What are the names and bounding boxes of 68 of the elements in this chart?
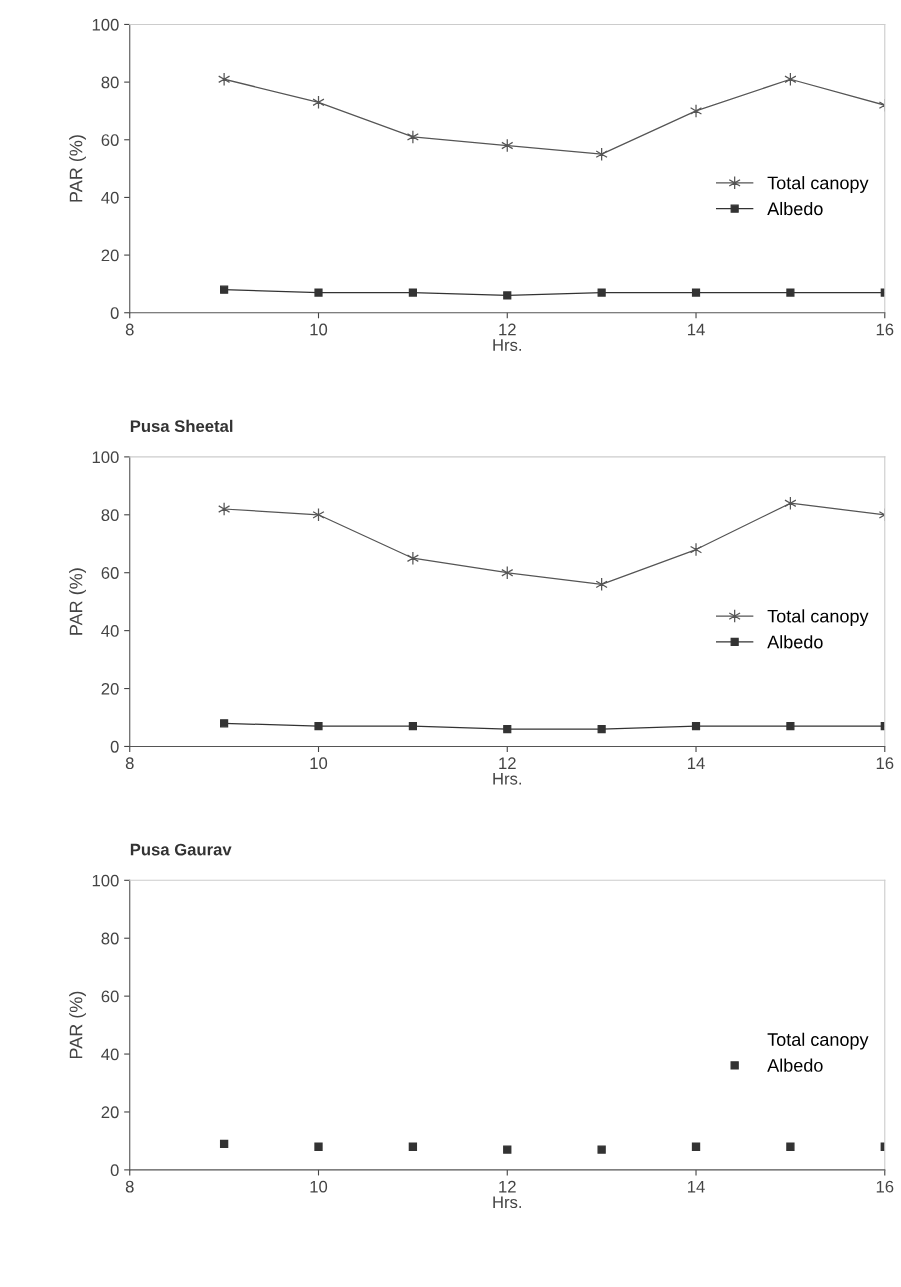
point bbox=[406, 551, 419, 566]
point bbox=[218, 502, 231, 516]
point bbox=[220, 285, 229, 294]
y-axis-title: PAR (%) bbox=[69, 135, 86, 202]
y-tick-label: 20 bbox=[101, 682, 119, 695]
x-tick-label: 8 bbox=[125, 323, 134, 336]
point bbox=[691, 288, 701, 297]
y-tick-label: 80 bbox=[101, 509, 119, 521]
x-tick-label: 8 bbox=[125, 1180, 134, 1193]
y-tick-label: 20 bbox=[101, 1106, 119, 1119]
point bbox=[218, 72, 231, 87]
x-axis-title: Hrs. bbox=[493, 339, 522, 351]
point bbox=[786, 722, 795, 731]
x-axis-title: Hrs. bbox=[493, 773, 522, 785]
legend-label: Total canopy bbox=[767, 176, 869, 193]
point bbox=[691, 722, 701, 731]
y-tick-label: 40 bbox=[101, 191, 119, 204]
text: Total canopy bbox=[767, 1032, 869, 1050]
x-tick-label: 12 bbox=[499, 323, 516, 336]
y-axis-title: PAR (%) bbox=[69, 568, 86, 635]
x-tick-label: 14 bbox=[688, 757, 705, 769]
y-axis-title: PAR (%) bbox=[69, 991, 86, 1059]
y-tick-label: 40 bbox=[101, 625, 119, 637]
x-tick-label: 16 bbox=[876, 323, 894, 336]
y-tick-label: 0 bbox=[110, 740, 119, 753]
y-tick-label: 100 bbox=[92, 874, 119, 887]
y-tick-label: 80 bbox=[101, 76, 119, 89]
point bbox=[597, 724, 606, 734]
point bbox=[689, 104, 703, 118]
y-tick-label: 20 bbox=[101, 249, 119, 262]
y-tick-label: 80 bbox=[101, 932, 119, 945]
y-tick-label: 60 bbox=[101, 567, 119, 579]
point bbox=[786, 288, 795, 297]
legend-label: Albedo bbox=[767, 201, 823, 216]
point bbox=[503, 724, 512, 734]
point bbox=[408, 722, 417, 731]
x-tick-label: 10 bbox=[310, 1180, 328, 1193]
x-axis-title: Hrs. bbox=[493, 1196, 522, 1209]
point bbox=[406, 130, 419, 144]
chart-title: Pusa Sheetal bbox=[130, 419, 233, 433]
chart-title: Pusa Gaurav bbox=[130, 843, 232, 856]
point bbox=[220, 719, 229, 728]
point bbox=[312, 95, 325, 110]
x-tick-label: 16 bbox=[876, 757, 894, 770]
legend-label: Albedo bbox=[767, 635, 823, 649]
x-tick-label: 10 bbox=[310, 323, 328, 336]
y-tick-label: 0 bbox=[110, 307, 119, 319]
y-tick-label: 0 bbox=[110, 1164, 119, 1177]
y-tick-label: 100 bbox=[92, 451, 119, 464]
x-tick-label: 8 bbox=[125, 757, 134, 770]
y-tick-label: 100 bbox=[92, 18, 119, 31]
legend-label: Albedo bbox=[767, 1058, 823, 1072]
x-tick-label: 16 bbox=[876, 1180, 894, 1193]
legend-label: Total canopy bbox=[767, 609, 869, 627]
x-tick-label: 12 bbox=[499, 1180, 516, 1193]
point bbox=[689, 542, 703, 557]
x-tick-label: 14 bbox=[688, 1180, 705, 1193]
point bbox=[597, 288, 606, 297]
x-tick-label: 12 bbox=[499, 757, 516, 769]
point bbox=[314, 722, 323, 731]
y-tick-label: 40 bbox=[101, 1048, 119, 1061]
point bbox=[408, 288, 417, 297]
y-tick-label: 60 bbox=[101, 134, 119, 146]
point bbox=[503, 291, 512, 300]
y-tick-label: 60 bbox=[101, 990, 119, 1003]
x-tick-label: 14 bbox=[688, 323, 705, 336]
point bbox=[314, 288, 323, 297]
x-tick-label: 10 bbox=[310, 757, 328, 770]
